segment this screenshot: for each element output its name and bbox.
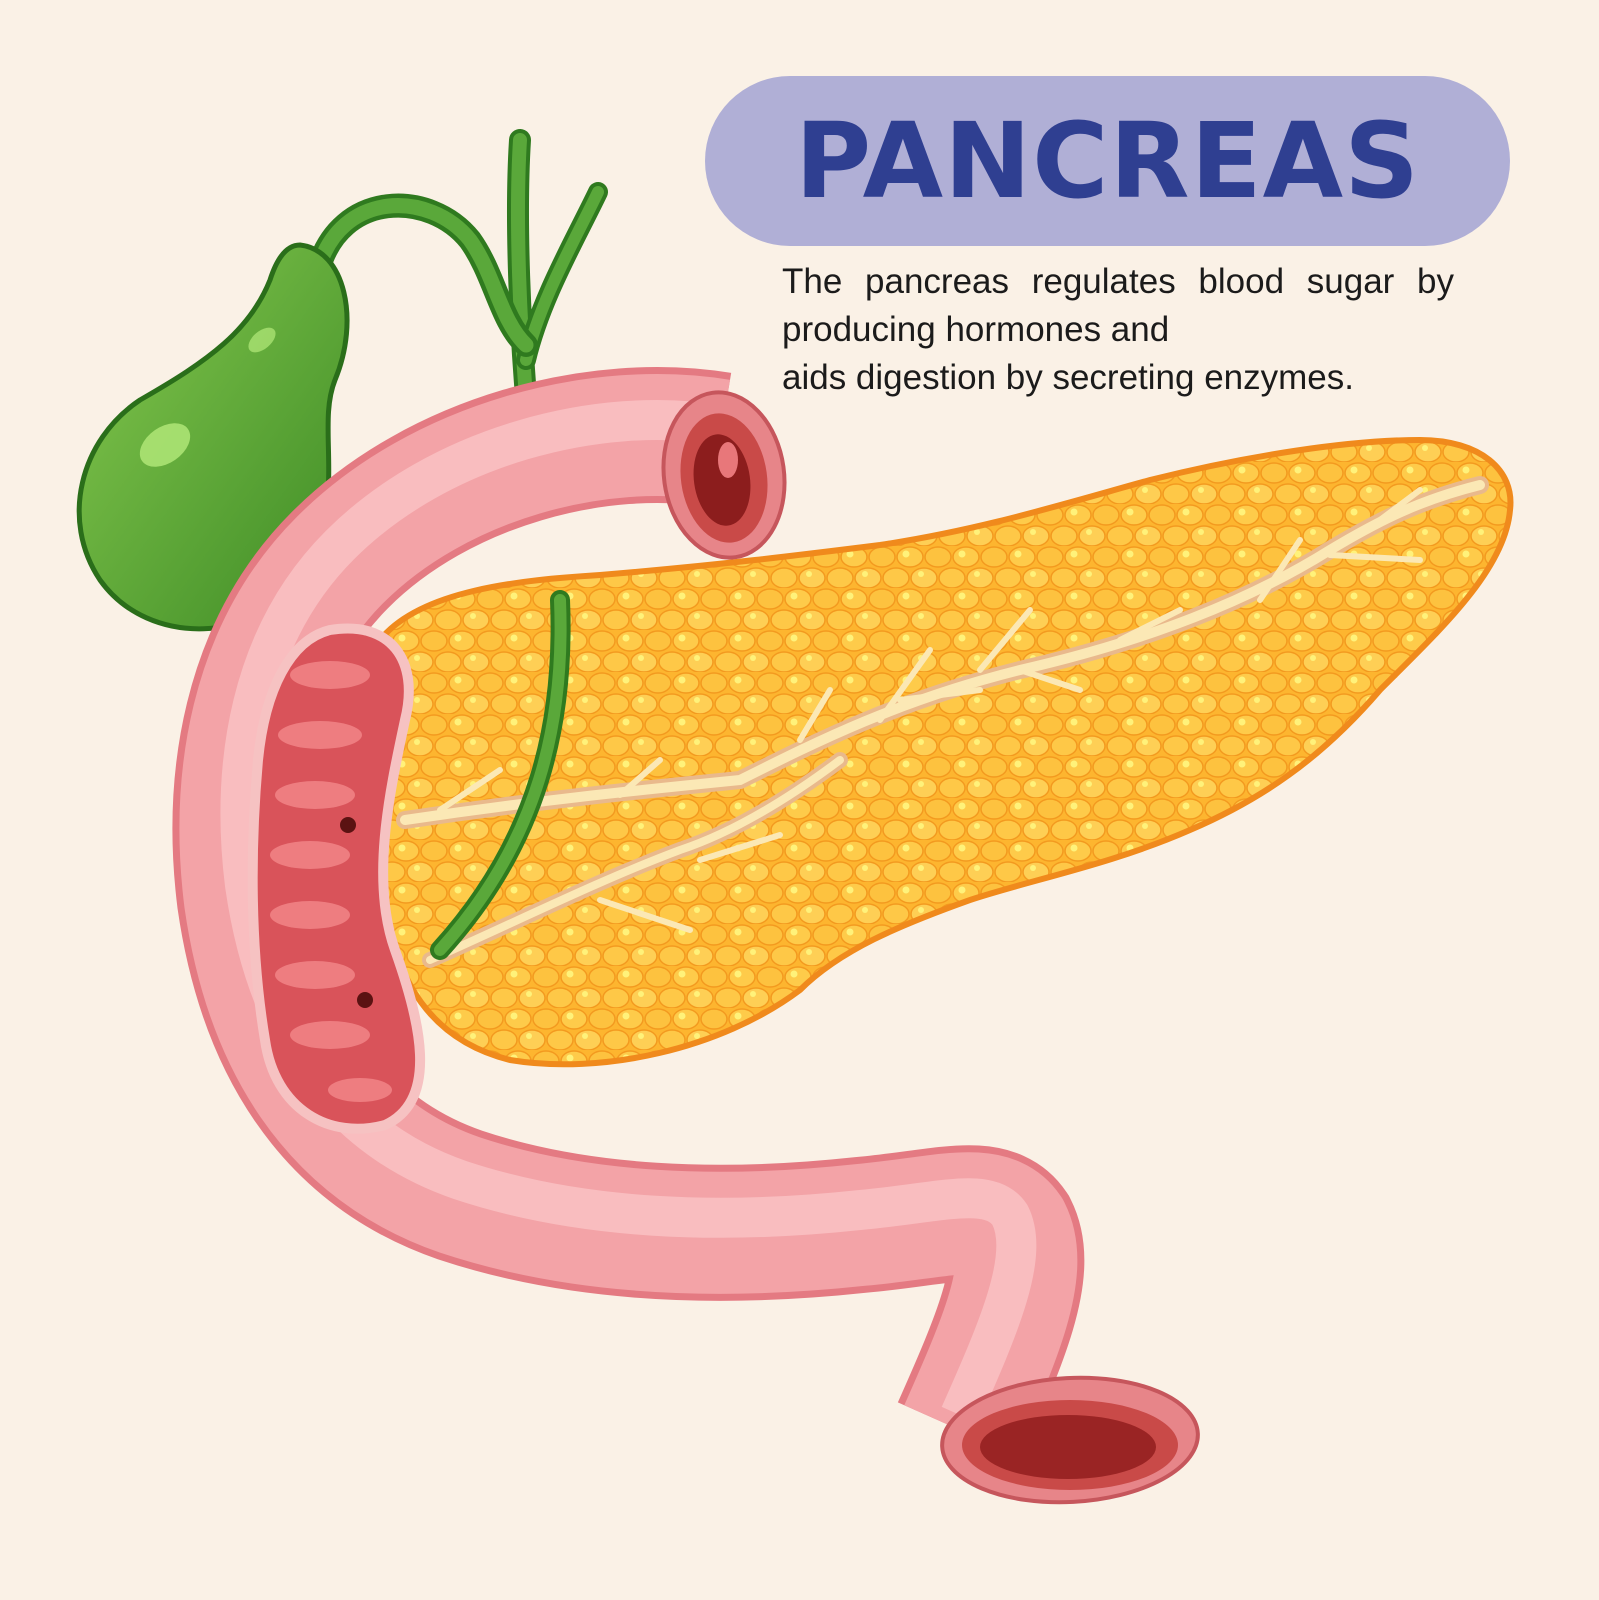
title-pill: PANCREAS bbox=[705, 76, 1510, 246]
duodenum-cross-section bbox=[247, 623, 426, 1134]
description-line-1: The pancreas regulates blood sugar by bbox=[782, 262, 1454, 301]
duodenum-top-opening bbox=[661, 390, 787, 560]
page-title: PANCREAS bbox=[794, 100, 1421, 222]
mucosal-folds bbox=[270, 661, 392, 1102]
description: The pancreas regulates blood sugar by pr… bbox=[782, 258, 1454, 402]
pancreas-group bbox=[362, 436, 1514, 1068]
duct-opening-1 bbox=[340, 817, 356, 833]
duct-opening-2 bbox=[357, 992, 373, 1008]
description-line-3: aids digestion by secreting enzymes. bbox=[782, 358, 1354, 397]
pancreatic-duct bbox=[396, 476, 1489, 968]
duodenum-group bbox=[172, 367, 1200, 1505]
description-line-2: producing hormones and bbox=[782, 310, 1170, 349]
duodenum-bottom-opening bbox=[940, 1375, 1200, 1505]
